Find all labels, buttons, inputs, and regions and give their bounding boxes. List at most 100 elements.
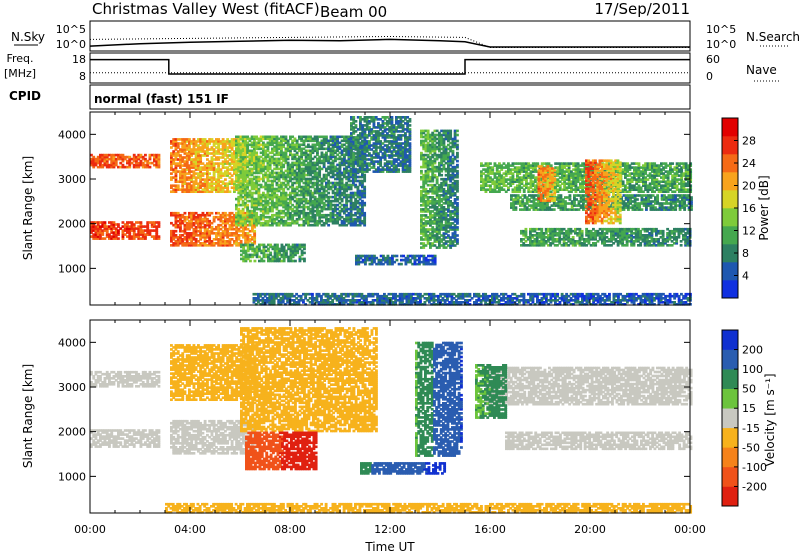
- power-cells-cell: [289, 245, 293, 249]
- power-cells-cell: [199, 215, 203, 219]
- power-cells-cell: [273, 157, 277, 161]
- power-cells-cell: [340, 173, 344, 177]
- power-cells-cell: [103, 159, 107, 163]
- power-cells-cell: [137, 165, 141, 169]
- power-cells-cell: [282, 253, 286, 257]
- power-cells-cell: [172, 232, 176, 235]
- power-cells-cell: [233, 227, 236, 231]
- power-cells-cell: [226, 188, 230, 192]
- power-cells-cell: [146, 231, 150, 234]
- power-cells-cell: [395, 168, 398, 171]
- power-cells-cell: [241, 135, 245, 139]
- power-cells-cell: [130, 221, 134, 224]
- power-cells-cell: [318, 173, 322, 177]
- power-cells-cell: [250, 215, 254, 219]
- power-cells-cell: [363, 201, 367, 205]
- power-cells-cell: [121, 159, 125, 163]
- power-cells-cell: [99, 165, 102, 169]
- power-cells-cell: [235, 139, 238, 143]
- power-cells-cell: [438, 185, 441, 189]
- power-cells-cell: [246, 151, 250, 155]
- power-cells-cell: [334, 187, 337, 191]
- power-cells-cell: [235, 236, 239, 239]
- noise-left-tick-bottom: 10^0: [56, 38, 86, 51]
- power-cells-cell: [395, 164, 398, 167]
- power-cells-cell: [302, 203, 306, 207]
- power-cells-cell: [322, 163, 326, 167]
- power-cells-cell: [259, 167, 263, 171]
- power-cells-cell: [449, 190, 453, 193]
- power-cells-cell: [226, 140, 230, 143]
- power-cells-cell: [368, 128, 371, 131]
- power-cells-cell: [420, 192, 423, 195]
- power-cells-cell: [329, 195, 333, 199]
- power-cells-cell: [185, 156, 189, 159]
- power-cells-cell: [338, 215, 342, 219]
- power-cells-cell: [435, 220, 439, 223]
- power-cells-cell: [217, 170, 221, 173]
- power-cells-cell: [435, 212, 439, 215]
- power-cells-cell: [453, 155, 457, 159]
- power-cells-cell: [302, 177, 306, 181]
- power-cells-cell: [262, 217, 265, 221]
- power-cells-cell: [199, 154, 203, 157]
- power-cells-cell: [241, 209, 245, 213]
- power-cells-cell: [282, 221, 286, 225]
- power-cells-cell: [141, 163, 145, 167]
- power-cells-cell: [304, 193, 308, 197]
- power-cells-cell: [190, 213, 194, 217]
- power-cells-cell: [210, 242, 214, 245]
- power-cells-cell: [302, 135, 306, 139]
- power-cells-cell: [137, 237, 141, 240]
- power-cells-cell: [242, 255, 246, 259]
- power-cells-cell: [327, 195, 331, 199]
- power-cells-cell: [282, 187, 286, 191]
- power-cells-cell: [181, 186, 185, 190]
- power-cells-cell: [235, 203, 238, 207]
- power-cells-cell: [313, 181, 317, 185]
- power-cells-cell: [246, 207, 250, 211]
- power-cells-cell: [345, 161, 349, 165]
- power-cells-cell: [298, 149, 301, 153]
- power-cells-cell: [289, 173, 292, 177]
- power-cells-cell: [197, 150, 200, 153]
- power-cells-cell: [192, 148, 196, 151]
- power-cells-cell: [280, 141, 283, 145]
- power-cells-cell: [307, 217, 310, 221]
- freq-left-label-2: [MHz]: [4, 67, 36, 80]
- power-cells-cell: [105, 163, 109, 167]
- power-cells-cell: [203, 186, 207, 190]
- power-cells-cell: [224, 178, 227, 181]
- power-cells-cell: [456, 165, 459, 169]
- power-cells-cell: [258, 247, 261, 251]
- power-cells-cell: [424, 175, 428, 179]
- power-cells-cell: [176, 142, 180, 145]
- power-cells-cell: [390, 126, 394, 129]
- power-cells-cell: [433, 185, 437, 189]
- power-cells-cell: [259, 223, 263, 227]
- power-cells-cell: [386, 116, 389, 119]
- power-cells-cell: [174, 215, 178, 219]
- power-cells-cell: [336, 221, 340, 225]
- power-cells-cell: [354, 152, 358, 155]
- power-cells-cell: [345, 171, 349, 175]
- power-cells-cell: [197, 146, 200, 149]
- power-cells-cell: [237, 223, 241, 227]
- power-cells-cell: [239, 181, 243, 185]
- power-cells-cell: [329, 199, 333, 203]
- power-cells-cell: [368, 262, 372, 266]
- power-cells-cell: [215, 158, 218, 161]
- power-cells-cell: [260, 249, 264, 253]
- power-cells-cell: [246, 213, 250, 217]
- power-cells-cell: [368, 134, 371, 137]
- power-cells-cell: [248, 157, 252, 161]
- power-cells-cell: [99, 229, 102, 232]
- power-cells-cell: [199, 150, 203, 153]
- power-cells-cell: [155, 165, 159, 169]
- power-cells-cell: [334, 221, 337, 225]
- power-cells-cell: [343, 167, 346, 171]
- power-cells-cell: [215, 138, 218, 141]
- power-cells-cell: [426, 196, 430, 199]
- power-cells-cell: [92, 225, 96, 228]
- power-cells-cell: [206, 142, 209, 145]
